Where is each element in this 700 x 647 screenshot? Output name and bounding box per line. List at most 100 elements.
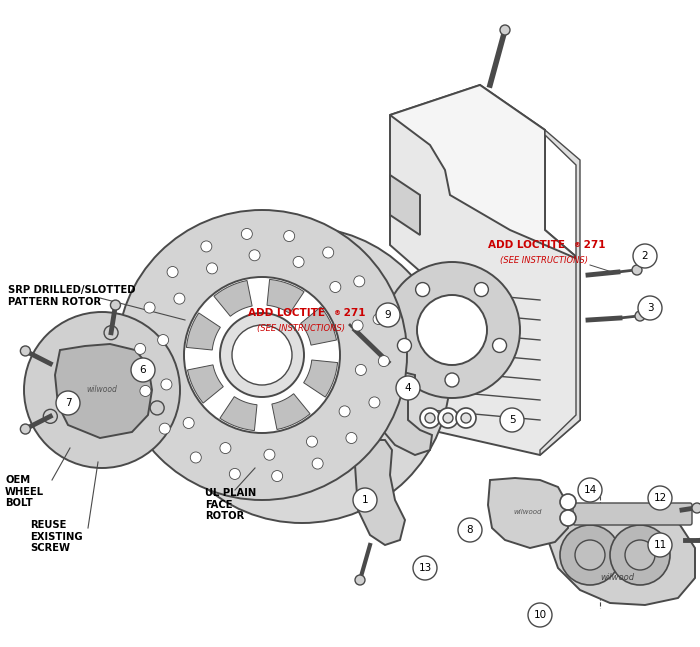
Circle shape — [560, 494, 576, 510]
Circle shape — [241, 228, 252, 239]
Circle shape — [66, 354, 138, 426]
Circle shape — [353, 488, 377, 512]
Text: ®: ® — [574, 242, 581, 248]
Circle shape — [396, 376, 420, 400]
Polygon shape — [302, 297, 340, 326]
Circle shape — [384, 262, 520, 398]
Polygon shape — [342, 320, 377, 360]
Circle shape — [493, 338, 507, 353]
Text: 10: 10 — [533, 610, 547, 620]
Polygon shape — [390, 85, 580, 260]
Circle shape — [307, 436, 318, 447]
Polygon shape — [390, 85, 580, 455]
Polygon shape — [227, 390, 262, 430]
Polygon shape — [317, 415, 357, 450]
Text: 13: 13 — [419, 563, 432, 573]
Circle shape — [158, 334, 169, 345]
Polygon shape — [224, 337, 253, 375]
Text: 3: 3 — [647, 303, 653, 313]
Circle shape — [249, 250, 260, 261]
Text: (SEE INSTRUCTIONS): (SEE INSTRUCTIONS) — [257, 324, 345, 333]
Circle shape — [190, 452, 202, 463]
Polygon shape — [351, 375, 380, 413]
Circle shape — [20, 424, 30, 434]
Circle shape — [183, 417, 194, 428]
Text: 5: 5 — [509, 415, 515, 425]
Text: 11: 11 — [653, 540, 666, 550]
Circle shape — [134, 344, 146, 355]
Circle shape — [140, 386, 151, 397]
Text: OEM
WHEEL
BOLT: OEM WHEEL BOLT — [5, 475, 44, 508]
Circle shape — [352, 320, 363, 331]
Circle shape — [648, 533, 672, 557]
Circle shape — [272, 470, 283, 481]
Circle shape — [232, 325, 292, 385]
Circle shape — [378, 356, 389, 367]
Circle shape — [111, 300, 120, 310]
Text: 2: 2 — [642, 251, 648, 261]
Circle shape — [346, 432, 357, 443]
Circle shape — [131, 358, 155, 382]
Polygon shape — [488, 478, 568, 548]
Circle shape — [323, 247, 334, 258]
Text: UL PLAIN
FACE
ROTOR: UL PLAIN FACE ROTOR — [205, 488, 256, 521]
Polygon shape — [267, 280, 304, 313]
Circle shape — [150, 401, 164, 415]
Circle shape — [461, 413, 471, 423]
Polygon shape — [188, 365, 223, 403]
Circle shape — [560, 510, 576, 526]
Circle shape — [575, 540, 605, 570]
Circle shape — [154, 227, 450, 523]
Text: (SEE INSTRUCTIONS): (SEE INSTRUCTIONS) — [500, 256, 588, 265]
Circle shape — [184, 277, 340, 433]
Circle shape — [528, 603, 552, 627]
Circle shape — [692, 503, 700, 513]
Circle shape — [635, 311, 645, 321]
Text: 1: 1 — [362, 495, 368, 505]
Circle shape — [312, 458, 323, 469]
Circle shape — [625, 540, 655, 570]
Text: 271: 271 — [580, 240, 606, 250]
Circle shape — [633, 244, 657, 268]
Circle shape — [117, 210, 407, 500]
Text: ADD LOCTITE: ADD LOCTITE — [488, 240, 565, 250]
Circle shape — [201, 241, 212, 252]
Polygon shape — [220, 397, 257, 431]
Circle shape — [354, 276, 365, 287]
Polygon shape — [247, 300, 287, 335]
Circle shape — [56, 391, 80, 415]
Circle shape — [443, 413, 453, 423]
Circle shape — [632, 265, 642, 275]
Circle shape — [417, 295, 487, 365]
Polygon shape — [355, 440, 405, 545]
Text: wilwood: wilwood — [514, 509, 542, 515]
Polygon shape — [378, 370, 432, 455]
Circle shape — [104, 325, 118, 340]
Circle shape — [578, 478, 602, 502]
Text: 4: 4 — [405, 383, 412, 393]
Circle shape — [458, 518, 482, 542]
Text: wilwood: wilwood — [600, 573, 634, 582]
Text: SRP DRILLED/SLOTTED
PATTERN ROTOR: SRP DRILLED/SLOTTED PATTERN ROTOR — [8, 285, 136, 307]
Circle shape — [161, 379, 172, 390]
Circle shape — [284, 230, 295, 241]
Circle shape — [413, 556, 437, 580]
Polygon shape — [301, 307, 337, 345]
Text: 9: 9 — [385, 310, 391, 320]
Text: 14: 14 — [583, 485, 596, 495]
Text: 12: 12 — [653, 493, 666, 503]
Circle shape — [43, 410, 57, 423]
Circle shape — [264, 449, 275, 460]
Circle shape — [220, 443, 231, 454]
Circle shape — [445, 373, 459, 387]
Circle shape — [456, 408, 476, 428]
Text: 8: 8 — [467, 525, 473, 535]
Text: wilwood: wilwood — [87, 386, 118, 395]
Circle shape — [167, 267, 178, 278]
Text: 271: 271 — [340, 308, 365, 318]
Circle shape — [260, 333, 344, 417]
Circle shape — [24, 312, 180, 468]
Circle shape — [500, 25, 510, 35]
Circle shape — [638, 296, 662, 320]
Text: ADD LOCTITE: ADD LOCTITE — [248, 308, 325, 318]
